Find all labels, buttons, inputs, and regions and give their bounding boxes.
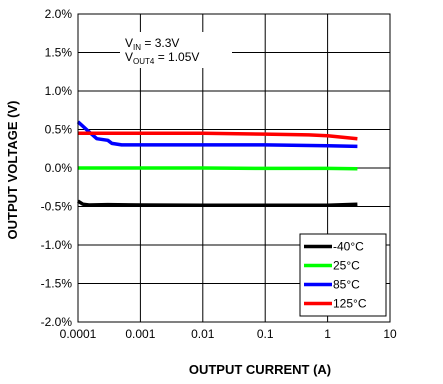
y-tick-label: 1.0% <box>45 84 73 98</box>
y-tick-label: -2.0% <box>41 315 73 329</box>
series-line-25°C <box>78 166 358 171</box>
annotation-box: VIN = 3.3V VOUT4 = 1.05V <box>120 32 232 68</box>
y-axis-label: OUTPUT VOLTAGE (V) <box>5 101 20 240</box>
y-tick-label: 2.0% <box>45 7 73 21</box>
legend-label: 85°C <box>333 278 360 292</box>
y-tick-label: -0.5% <box>41 200 73 214</box>
legend-label: -40°C <box>333 240 364 254</box>
y-tick-label: -1.0% <box>41 238 73 252</box>
y-tick-label: 1.5% <box>45 46 73 60</box>
legend-label: 125°C <box>333 297 367 311</box>
legend: -40°C 25°C 85°C 125°C <box>299 233 387 317</box>
x-tick-label: 0.001 <box>125 327 155 341</box>
x-tick-label: 10 <box>383 327 397 341</box>
y-tick-label: -1.5% <box>41 277 73 291</box>
series-lines <box>76 120 358 208</box>
y-tick-label: 0.5% <box>45 123 73 137</box>
x-tick-labels: 0.0001 0.001 0.01 0.1 1 10 <box>60 327 397 341</box>
x-tick-label: 1 <box>324 327 331 341</box>
plot-border <box>77 13 391 323</box>
y-tick-label: 0.0% <box>45 161 73 175</box>
series-line--40°C <box>77 199 358 208</box>
x-tick-label: 0.1 <box>257 327 274 341</box>
series-line-125°C <box>78 131 358 141</box>
x-axis-label: OUTPUT CURRENT (A) <box>189 362 331 377</box>
annotation-vin: VIN = 3.3V <box>125 36 179 52</box>
x-tick-label: 0.01 <box>191 327 215 341</box>
series-line-85°C <box>76 120 358 149</box>
y-tick-labels: 2.0% 1.5% 1.0% 0.5% 0.0% -0.5% -1.0% -1.5% -2.0% <box>41 7 73 329</box>
annotation-vout4: VOUT4 = 1.05V <box>125 50 199 66</box>
x-tick-label: 0.0001 <box>60 327 97 341</box>
annotation-box-bg <box>120 32 232 68</box>
legend-label: 25°C <box>333 259 360 273</box>
